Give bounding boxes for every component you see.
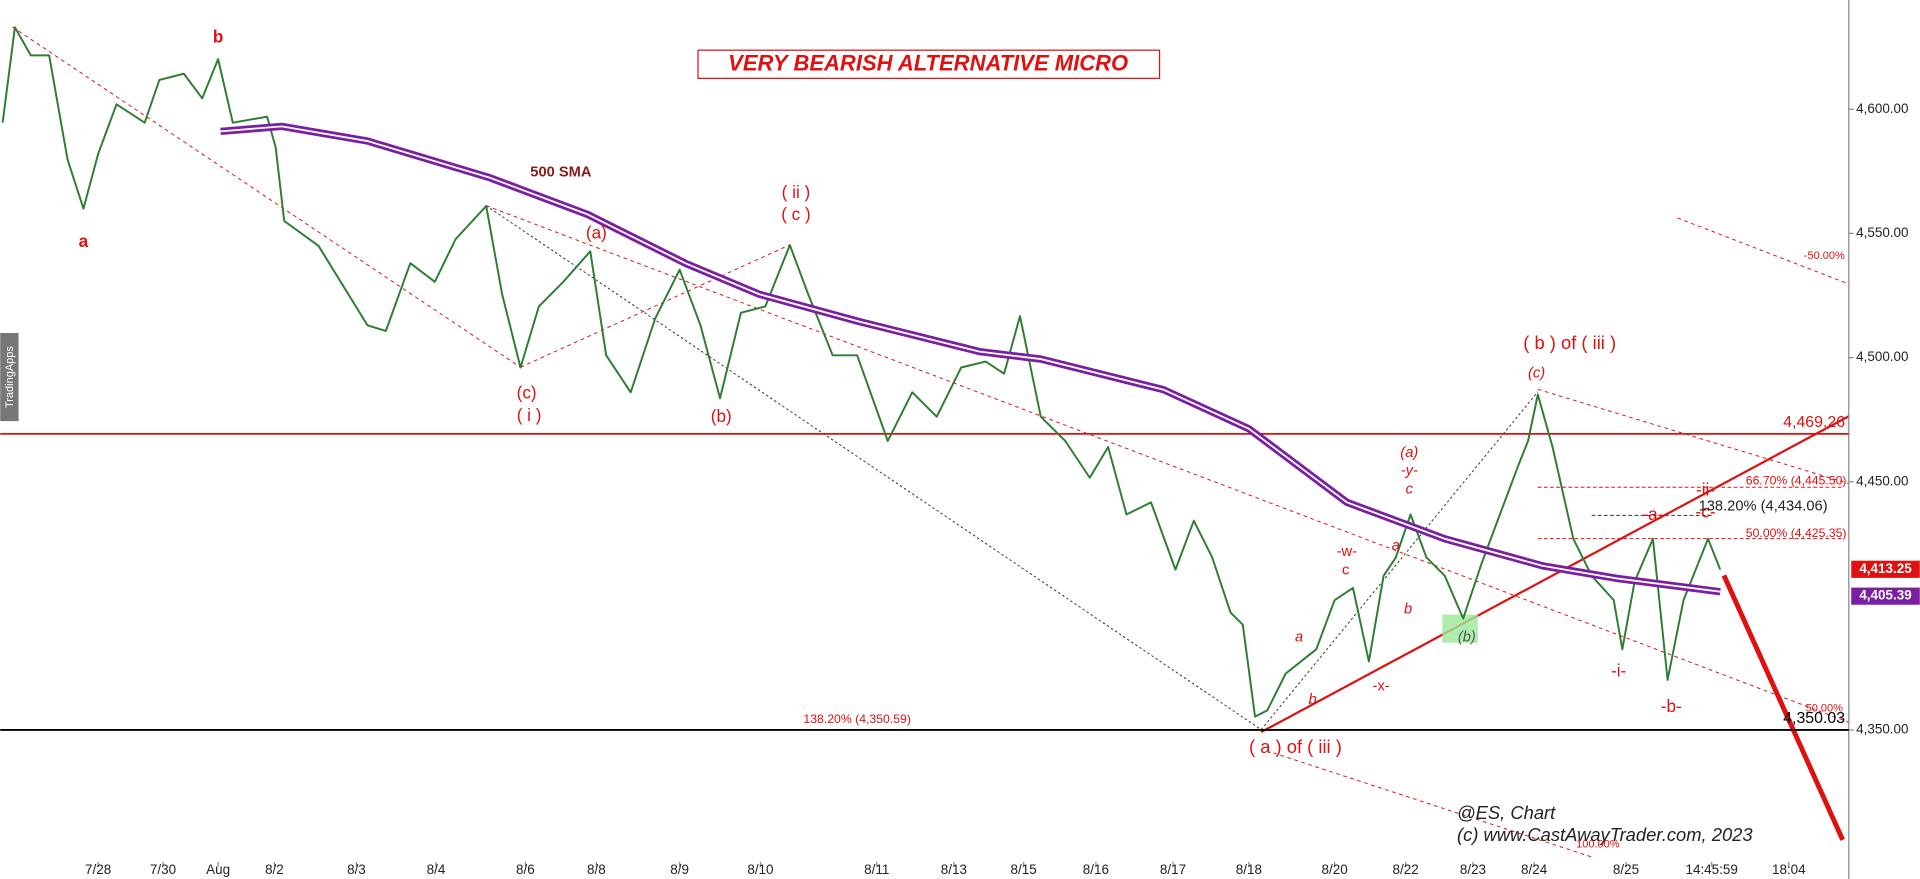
x-tick-label: 8/23 bbox=[1460, 862, 1486, 877]
annotation: (a) bbox=[586, 222, 607, 242]
annotation: -50.00% bbox=[1804, 250, 1845, 262]
chart-title: VERY BEARISH ALTERNATIVE MICRO bbox=[728, 51, 1128, 76]
annotation: -y- bbox=[1401, 463, 1418, 479]
price-level-label: 4,350.03 bbox=[1783, 710, 1845, 727]
x-tick-label: 7/30 bbox=[150, 862, 176, 877]
fib-line bbox=[1260, 391, 1539, 730]
x-tick-label: 8/20 bbox=[1322, 862, 1348, 877]
x-tick-label: 8/16 bbox=[1083, 862, 1109, 877]
x-tick-label: 14:45:59 bbox=[1685, 862, 1737, 877]
price-tag-label: 4,405.39 bbox=[1859, 588, 1911, 603]
price-tag bbox=[1851, 587, 1920, 605]
annotation: ( c ) bbox=[781, 204, 810, 224]
annotation: @ES, Chart bbox=[1457, 802, 1556, 823]
annotation: a bbox=[1295, 630, 1303, 646]
annotation: -w- bbox=[1337, 544, 1357, 560]
trend-line bbox=[1260, 415, 1850, 734]
annotation: 500 SMA bbox=[530, 164, 592, 180]
annotation: a bbox=[1392, 538, 1400, 554]
trend-line bbox=[486, 205, 1849, 723]
sma-line-inner bbox=[220, 125, 1721, 593]
annotation: ( a ) of ( iii ) bbox=[1249, 736, 1342, 757]
y-tick-label: 4,500.00 bbox=[1856, 349, 1908, 364]
annotation: a bbox=[79, 231, 89, 251]
annotation: b bbox=[213, 26, 223, 46]
annotation: (b) bbox=[1458, 630, 1476, 646]
x-tick-label: 18:04 bbox=[1772, 862, 1806, 877]
annotation: 50.00% bbox=[1806, 703, 1844, 715]
annotation: 138.20% (4,434.06) bbox=[1699, 499, 1828, 515]
y-tick-label: 4,450.00 bbox=[1856, 473, 1908, 488]
title-box bbox=[697, 49, 1161, 79]
x-tick-label: 8/15 bbox=[1011, 862, 1037, 877]
x-tick-label: 8/3 bbox=[347, 862, 366, 877]
annotation: (c) www.CastAwayTrader.com, 2023 bbox=[1457, 824, 1753, 845]
annotation: -ii- bbox=[1696, 479, 1715, 499]
trend-line bbox=[12, 26, 521, 368]
x-tick-label: 8/17 bbox=[1160, 862, 1186, 877]
x-tick-label: 8/2 bbox=[265, 862, 284, 877]
fib-line bbox=[485, 205, 1262, 731]
channel-line bbox=[1677, 217, 1849, 285]
x-tick-label: Aug bbox=[206, 862, 230, 877]
annotation: 66.70% (4,445.50) bbox=[1746, 473, 1847, 487]
annotation: 138.20% (4,350.59) bbox=[803, 712, 910, 726]
side-label: TradingApps bbox=[4, 346, 16, 408]
projection-arrow bbox=[1721, 574, 1845, 841]
x-tick-label: 8/13 bbox=[941, 862, 967, 877]
annotation: ( i ) bbox=[517, 405, 542, 425]
x-tick-label: 8/8 bbox=[587, 862, 606, 877]
price-line bbox=[1, 26, 1722, 718]
highlight-box bbox=[1442, 614, 1478, 643]
x-tick-label: 8/10 bbox=[747, 862, 773, 877]
annotation: -i- bbox=[1611, 661, 1626, 681]
y-tick-label: 4,350.00 bbox=[1856, 722, 1908, 737]
price-tag bbox=[1851, 560, 1920, 578]
x-tick-label: 8/25 bbox=[1613, 862, 1639, 877]
annotation: b bbox=[1308, 692, 1316, 708]
annotation: c bbox=[1406, 482, 1414, 498]
channel-line bbox=[1537, 388, 1849, 485]
x-tick-label: 8/24 bbox=[1521, 862, 1548, 877]
annotation: 100.00% bbox=[1576, 839, 1620, 851]
annotation: (c) bbox=[1528, 365, 1545, 381]
x-tick-label: 8/9 bbox=[670, 862, 689, 877]
annotation: ( ii ) bbox=[782, 182, 811, 202]
annotation: -x- bbox=[1373, 679, 1390, 695]
annotation: (c) bbox=[517, 383, 537, 403]
trend-line bbox=[520, 244, 791, 368]
annotation: -c- bbox=[1696, 501, 1716, 521]
x-tick-label: 8/11 bbox=[864, 862, 889, 877]
x-tick-label: 8/22 bbox=[1393, 862, 1419, 877]
price-tag-label: 4,413.25 bbox=[1859, 561, 1912, 576]
annotation: c bbox=[1342, 562, 1349, 578]
x-tick-label: 8/4 bbox=[427, 862, 446, 877]
y-tick-label: 4,600.00 bbox=[1856, 101, 1908, 116]
annotation: -a- bbox=[1642, 504, 1663, 524]
annotation: 50.00% (4,425.35) bbox=[1746, 526, 1847, 540]
x-tick-label: 8/6 bbox=[516, 862, 535, 877]
x-tick-label: 7/28 bbox=[85, 862, 111, 877]
x-tick-label: 8/18 bbox=[1236, 862, 1262, 877]
drawing-tools bbox=[0, 0, 1850, 879]
annotation: (a) bbox=[1400, 445, 1418, 461]
price-level-label: 4,469.26 bbox=[1783, 414, 1845, 431]
annotation: (b) bbox=[711, 406, 732, 426]
annotation: b bbox=[1404, 602, 1412, 618]
annotation: -b- bbox=[1661, 696, 1682, 716]
side-tab bbox=[0, 332, 19, 422]
y-tick-label: 4,550.00 bbox=[1856, 225, 1908, 240]
annotation: ( b ) of ( iii ) bbox=[1523, 332, 1616, 353]
